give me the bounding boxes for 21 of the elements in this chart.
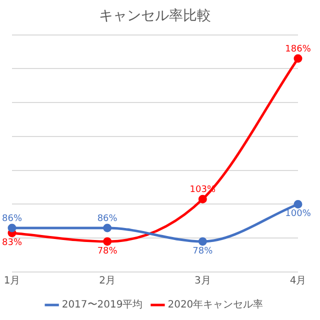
data-label: 78% bbox=[192, 246, 214, 256]
data-label: 86% bbox=[2, 214, 22, 224]
x-tick-label: 4月 bbox=[290, 276, 306, 287]
point bbox=[103, 224, 112, 232]
data-label: 186% bbox=[285, 44, 312, 54]
data-label: 83% bbox=[2, 238, 22, 248]
legend-label: 2017〜2019平均 bbox=[62, 298, 143, 311]
data-label: 100% bbox=[285, 209, 312, 220]
legend-label: 2020年キャンセル率 bbox=[168, 298, 264, 311]
x-tick-label: 3月 bbox=[194, 276, 211, 287]
x-tick-label: 2月 bbox=[99, 276, 116, 287]
point bbox=[198, 194, 207, 204]
chart-title: キャンセル率比較 bbox=[99, 8, 211, 24]
point bbox=[294, 54, 302, 63]
point bbox=[103, 237, 112, 246]
data-label: 78% bbox=[97, 246, 118, 256]
point bbox=[198, 237, 207, 246]
point bbox=[294, 200, 302, 208]
x-tick-label: 1月 bbox=[4, 276, 20, 287]
data-label: 86% bbox=[97, 214, 118, 224]
point bbox=[8, 224, 16, 232]
